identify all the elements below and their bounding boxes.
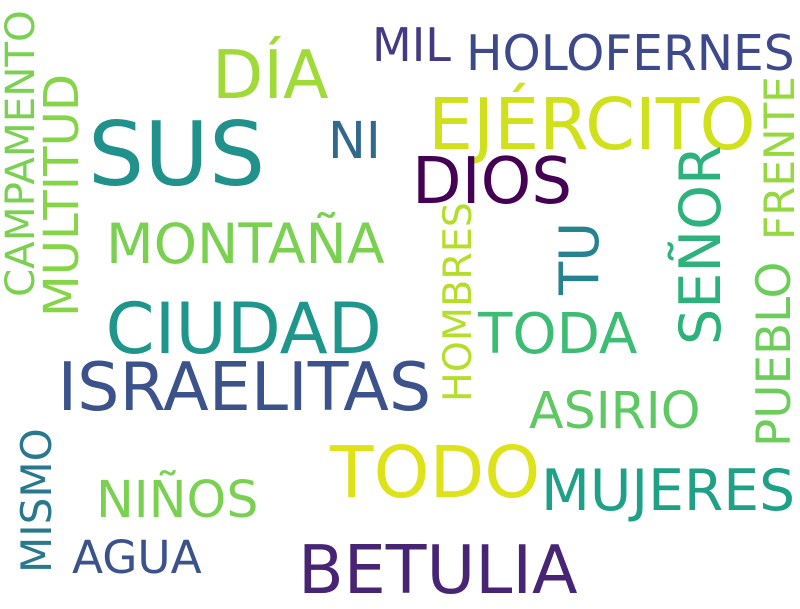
word-israelitas: ISRAELITAS xyxy=(57,347,432,426)
word-betulia: BETULIA xyxy=(298,530,578,609)
word-holofernes: HOLOFERNES xyxy=(466,25,795,82)
word-pueblo: PUEBLO xyxy=(747,261,800,447)
word-agua: AGUA xyxy=(72,531,202,584)
word-dia: DÍA xyxy=(212,36,329,114)
word-mil: MIL xyxy=(372,18,451,72)
word-multitud: MULTITUD xyxy=(34,73,90,317)
word-ninos: NIÑOS xyxy=(96,469,259,529)
word-ciudad: CIUDAD xyxy=(105,287,382,370)
word-asirio: ASIRIO xyxy=(529,380,701,440)
word-hombres: HOMBRES xyxy=(435,202,481,402)
word-sus: SUS xyxy=(88,102,266,206)
word-toda: TODA xyxy=(478,302,638,367)
word-mujeres: MUJERES xyxy=(541,458,796,524)
word-campamento: CAMPAMENTO xyxy=(0,10,44,297)
word-senor: SEÑOR xyxy=(667,145,734,345)
word-tu: TU xyxy=(546,221,611,295)
word-ejercito: EJÉRCITO xyxy=(428,83,756,166)
word-ni: NI xyxy=(328,111,381,170)
word-frente: FRENTE xyxy=(755,76,800,240)
word-montana: MONTAÑA xyxy=(106,212,385,277)
word-todo: TODO xyxy=(330,431,541,514)
word-dios: DIOS xyxy=(412,143,573,219)
word-mismo: MISMO xyxy=(12,428,61,573)
